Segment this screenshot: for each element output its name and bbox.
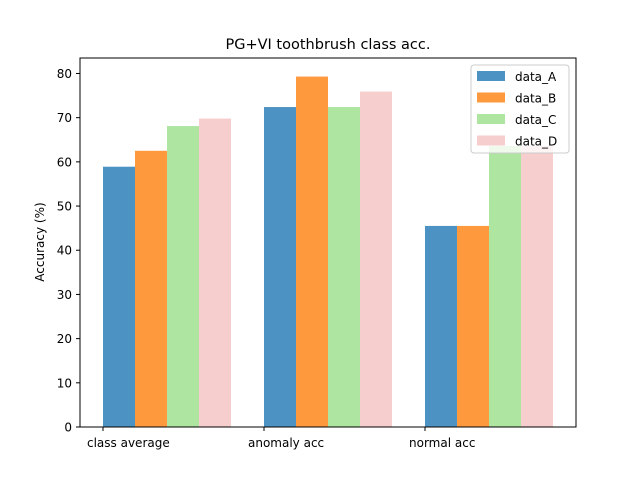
y-tick-label: 20 [57, 332, 72, 346]
bar-data_B-1 [296, 76, 328, 427]
bar-data_D-1 [360, 91, 392, 427]
legend-box [470, 64, 570, 154]
x-tick-label: anomaly acc [248, 436, 324, 450]
legend-swatch-data_C [477, 114, 505, 124]
legend-label-data_D: data_D [515, 135, 557, 149]
y-tick-label: 80 [57, 67, 72, 81]
bar-data_A-1 [264, 107, 296, 427]
bar-data_A-2 [425, 225, 457, 427]
bar-data_D-0 [199, 118, 231, 428]
bar-data_D-2 [521, 145, 553, 427]
y-axis-label: Accuracy (%) [33, 202, 47, 281]
y-tick-label: 10 [57, 376, 72, 390]
y-axis: 0 10 20 30 40 50 60 70 80 [57, 67, 80, 435]
y-tick-label: 30 [57, 288, 72, 302]
y-tick-label: 0 [64, 421, 72, 435]
bar-data_B-2 [457, 225, 489, 427]
legend: data_A data_B data_C data_D [470, 64, 570, 154]
bar-data_C-1 [328, 107, 360, 427]
y-tick-label: 40 [57, 244, 72, 258]
legend-label-data_B: data_B [515, 92, 556, 106]
bar-data_B-0 [135, 150, 167, 427]
x-tick-label: normal acc [409, 436, 475, 450]
legend-swatch-data_D [477, 135, 505, 146]
x-axis: class average anomaly acc normal acc [87, 427, 475, 450]
legend-label-data_A: data_A [515, 70, 557, 84]
y-tick-label: 70 [57, 111, 72, 125]
chart-title: PG+VI toothbrush class acc. [226, 37, 431, 53]
bar-data_A-0 [103, 166, 135, 428]
legend-label-data_C: data_C [515, 113, 556, 127]
legend-swatch-data_A [477, 71, 505, 81]
y-tick-label: 50 [57, 200, 72, 214]
plot-frame [79, 57, 577, 428]
bar-data_C-0 [167, 126, 199, 428]
bar-data_C-2 [489, 145, 521, 427]
y-tick-label: 60 [57, 155, 72, 169]
legend-swatch-data_B [477, 92, 505, 103]
x-tick-label: class average [87, 436, 170, 450]
bars-layer [103, 76, 553, 428]
